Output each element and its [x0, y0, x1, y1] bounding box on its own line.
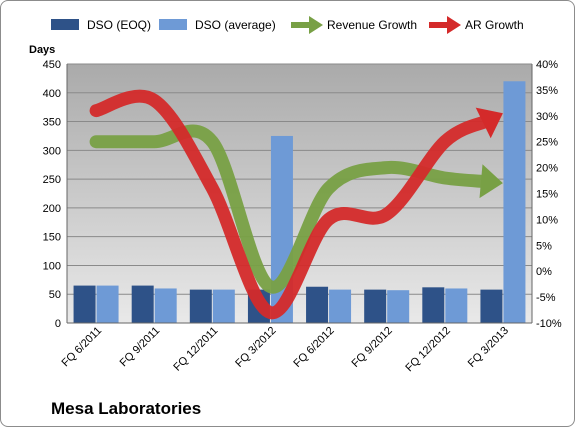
bar-dso-average — [387, 290, 410, 323]
x-tick-label: FQ 3/2013 — [466, 325, 511, 370]
legend-swatch-dso-average — [159, 19, 187, 30]
left-tick-label: 150 — [43, 232, 61, 244]
x-tick-label: FQ 12/2012 — [403, 325, 453, 375]
bar-dso-eoq — [306, 286, 329, 323]
x-tick-label: FQ 12/2011 — [171, 325, 220, 374]
line-ar-growth — [89, 89, 494, 320]
right-tick-label: 10% — [536, 214, 558, 226]
arrowhead-revenue-growth — [479, 164, 503, 199]
right-tick-label: -5% — [536, 292, 556, 304]
x-tick-label: FQ 6/2012 — [291, 325, 336, 370]
left-tick-label: 300 — [43, 145, 61, 157]
arrowhead-ar-growth — [475, 107, 503, 139]
right-tick-label: 20% — [536, 163, 558, 175]
bar-dso-average — [503, 81, 526, 324]
legend-arrow-ar-growth — [447, 16, 461, 34]
left-tick-label: 100 — [43, 260, 61, 272]
legend-label-dso-average: DSO (average) — [195, 18, 276, 32]
bar-dso-average — [329, 289, 352, 323]
legend-arrow-revenue-growth — [309, 16, 323, 34]
bar-dso-eoq — [480, 289, 503, 323]
left-axis-title: Days — [29, 44, 55, 56]
legend-swatch-dso-eoq — [51, 19, 79, 30]
left-tick-label: 350 — [43, 117, 61, 129]
company-name: Mesa Laboratories — [51, 399, 202, 418]
legend-label-dso-eoq: DSO (EOQ) — [87, 18, 151, 32]
x-tick-label: FQ 3/2012 — [233, 325, 278, 370]
right-tick-label: 0% — [536, 266, 552, 278]
chart-legend: DSO (EOQ) DSO (average) Revenue Growth AR G… — [51, 16, 524, 34]
right-tick-label: 25% — [536, 137, 558, 149]
x-tick-label: FQ 9/2012 — [350, 325, 395, 370]
bar-dso-eoq — [131, 285, 154, 323]
bar-dso-eoq — [189, 289, 212, 323]
legend-swatch-ar-growth — [429, 22, 449, 28]
bar-dso-average — [212, 289, 235, 323]
bar-dso-eoq — [73, 285, 96, 323]
right-tick-label: 5% — [536, 240, 552, 252]
right-tick-label: 15% — [536, 189, 558, 201]
legend-label-revenue-growth: Revenue Growth — [327, 18, 417, 32]
bar-dso-eoq — [364, 289, 387, 323]
growth-lines — [89, 89, 503, 320]
left-tick-label: 200 — [43, 203, 61, 215]
right-tick-label: 35% — [536, 85, 558, 97]
right-tick-label: 30% — [536, 111, 558, 123]
legend-label-ar-growth: AR Growth — [465, 18, 524, 32]
left-tick-label: 400 — [43, 88, 61, 100]
left-tick-label: 250 — [43, 174, 61, 186]
right-tick-label: -10% — [536, 318, 562, 330]
dso-growth-chart: DSO (EOQ) DSO (average) Revenue Growth AR G… — [29, 16, 562, 375]
bar-dso-average — [445, 288, 468, 323]
x-tick-label: FQ 9/2011 — [118, 325, 163, 370]
left-tick-label: 450 — [43, 59, 61, 71]
legend-swatch-revenue-growth — [291, 22, 311, 28]
bar-dso-eoq — [422, 287, 445, 323]
bar-dso-average — [96, 285, 119, 323]
bar-dso-average — [154, 288, 177, 323]
left-tick-label: 50 — [49, 289, 61, 301]
bars — [73, 81, 526, 324]
x-tick-label: FQ 6/2011 — [60, 325, 105, 370]
right-tick-label: 40% — [536, 59, 558, 71]
left-tick-label: 0 — [55, 318, 61, 330]
